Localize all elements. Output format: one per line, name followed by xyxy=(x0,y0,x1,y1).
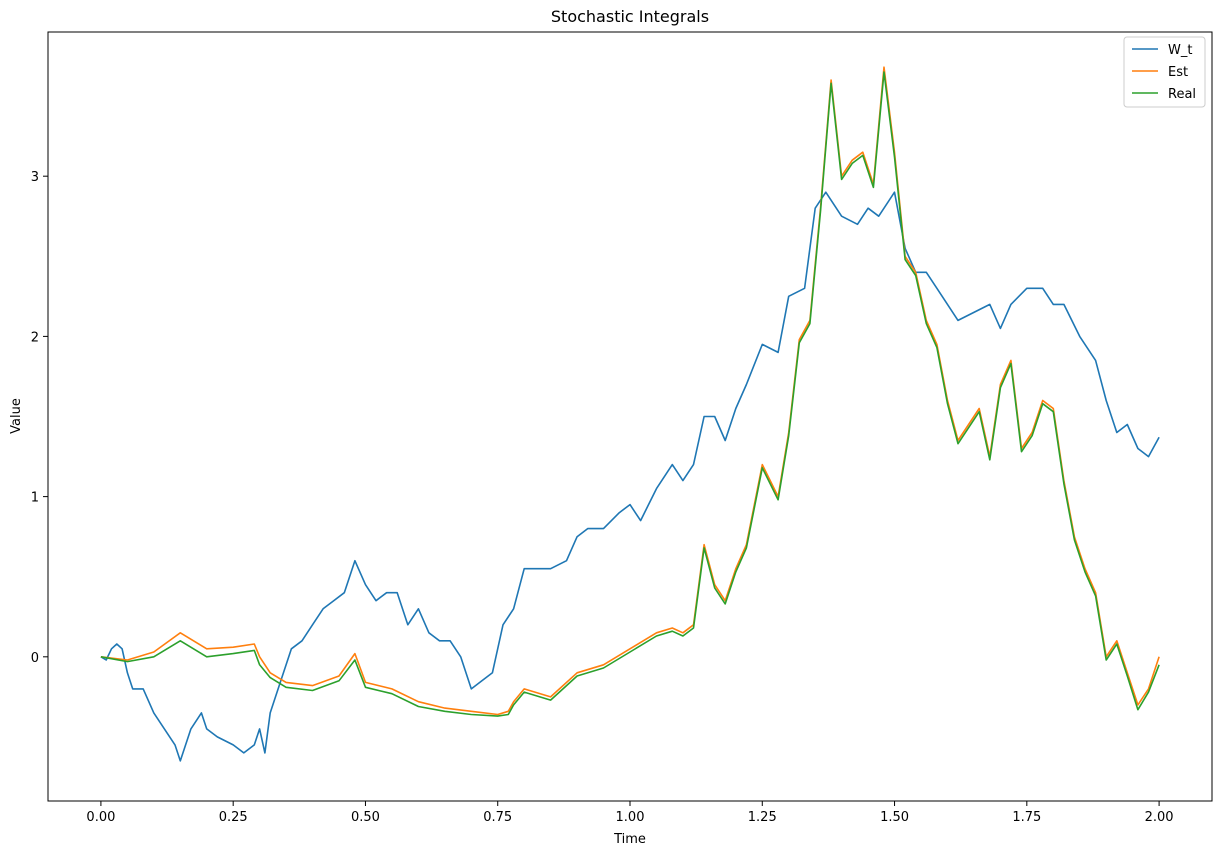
x-tick-label: 1.50 xyxy=(880,810,909,825)
legend-label-w-t: W_t xyxy=(1168,43,1192,58)
x-tick-label: 0.50 xyxy=(351,810,380,825)
x-tick-label: 0.00 xyxy=(86,810,115,825)
x-tick-label: 2.00 xyxy=(1145,810,1174,825)
x-tick-label: 1.75 xyxy=(1012,810,1041,825)
legend: W_t Est Real xyxy=(1123,36,1206,108)
x-tick-label: 0.25 xyxy=(219,810,248,825)
y-tick-label: 3 xyxy=(31,170,39,185)
axes-frame xyxy=(47,31,1213,802)
x-tick-label: 1.00 xyxy=(616,810,645,825)
legend-label-real: Real xyxy=(1168,87,1196,102)
chart-title: Stochastic Integrals xyxy=(551,7,709,26)
y-axis-ticks: 0 1 2 3 xyxy=(31,170,48,666)
y-tick-label: 1 xyxy=(31,491,39,506)
x-tick-label: 0.75 xyxy=(483,810,512,825)
y-tick-label: 2 xyxy=(31,330,39,345)
legend-box xyxy=(1123,36,1206,108)
series-line-real xyxy=(100,71,1160,717)
y-axis-label: Value xyxy=(9,398,24,434)
x-axis-ticks: 0.00 0.25 0.50 0.75 1.00 1.25 1.50 1.75 2.00 xyxy=(86,801,1174,825)
y-tick-label: 0 xyxy=(31,651,39,666)
series-line-w-t xyxy=(100,191,1160,762)
plot-area xyxy=(100,66,1160,762)
legend-label-est: Est xyxy=(1168,65,1188,80)
x-tick-label: 1.25 xyxy=(748,810,777,825)
x-axis-label: Time xyxy=(613,832,646,847)
